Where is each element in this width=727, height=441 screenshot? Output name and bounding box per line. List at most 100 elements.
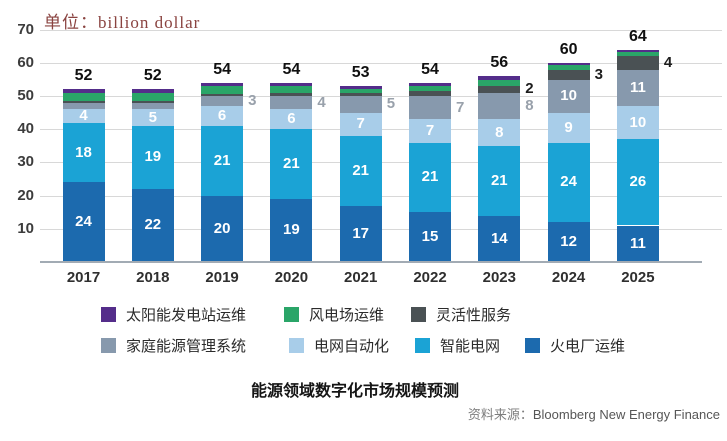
segment-solar-plant-om-2023 — [478, 76, 521, 80]
segment-wind-farm-om-2020 — [270, 86, 313, 93]
bar-total-label: 54 — [213, 60, 231, 78]
segment-flexibility-services-2025 — [616, 56, 659, 70]
segment-home-energy-management-2021 — [339, 96, 382, 113]
segment-flexibility-services-2018 — [131, 101, 174, 103]
segment-home-energy-management-2024: 10 — [547, 79, 590, 113]
bar-total-label: 56 — [490, 54, 509, 72]
segment-value-label: 10 — [629, 113, 647, 131]
legend-label-thermal-plant-om: 火电厂运维 — [550, 337, 626, 355]
segment-grid-automation-2024: 9 — [547, 112, 590, 143]
segment-smart-grid-2018: 19 — [131, 125, 174, 189]
segment-wind-farm-om-2022 — [409, 86, 451, 92]
segment-thermal-plant-om-2022: 15 — [409, 212, 451, 262]
legend-row-2: 家庭能源管理系统 电网自动化 智能电网 火电厂运维 — [0, 334, 727, 356]
legend-swatch-solar-plant-om — [101, 306, 116, 322]
segment-grid-automation-2017: 4 — [62, 107, 105, 124]
legend-item-smart-grid: 智能电网 — [415, 335, 525, 356]
legend-item-solar-plant-om: 太阳能发电站运维 — [101, 304, 284, 325]
segment-thermal-plant-om-2021: 17 — [339, 205, 382, 262]
segment-value-label: 20 — [213, 219, 231, 237]
segment-thermal-plant-om-2018: 22 — [131, 189, 174, 262]
segment-value-label: 19 — [283, 221, 300, 239]
segment-solar-plant-om-2020 — [270, 82, 313, 87]
segment-wind-farm-om-2021 — [339, 88, 382, 93]
bar-total-label: 52 — [74, 67, 93, 85]
segment-value-label: 24 — [75, 213, 92, 231]
x-axis-tick-label: 2024 — [551, 269, 586, 286]
segment-flexibility-services-2017 — [62, 101, 105, 103]
segment-home-energy-management-2022 — [409, 96, 451, 120]
legend-label-flexibility-services: 灵活性服务 — [436, 306, 512, 324]
segment-thermal-plant-om-2017: 24 — [62, 182, 105, 262]
segment-solar-plant-om-2018 — [131, 89, 174, 93]
segment-value-label: 10 — [560, 87, 577, 105]
bar-total-label: 60 — [559, 40, 578, 58]
segment-value-label: 4 — [79, 107, 88, 124]
legend-swatch-flexibility-services — [411, 306, 426, 322]
segment-wind-farm-om-2025 — [616, 51, 659, 57]
y-axis-tick-label: 60 — [17, 53, 34, 71]
segment-value-label: 11 — [629, 78, 646, 96]
x-axis-tick-label: 2021 — [344, 269, 378, 286]
segment-value-label-outside: 8 — [525, 97, 534, 115]
segment-smart-grid-2022: 21 — [409, 142, 451, 213]
segment-home-energy-management-2018 — [131, 102, 174, 110]
segment-value-label: 7 — [356, 115, 365, 133]
segment-wind-farm-om-2017 — [62, 92, 105, 102]
segment-thermal-plant-om-2020: 19 — [270, 198, 313, 262]
bar-total-label: 53 — [351, 64, 370, 82]
segment-grid-automation-2018: 5 — [131, 109, 174, 126]
bar-total-label: 52 — [143, 67, 162, 85]
segment-value-label-outside: 3 — [594, 65, 603, 83]
segment-value-label-outside: 4 — [317, 93, 326, 111]
legend-label-wind-farm-om: 风电场运维 — [309, 306, 385, 324]
segment-solar-plant-om-2025 — [616, 49, 659, 52]
segment-wind-farm-om-2019 — [201, 86, 244, 95]
segment-smart-grid-2017: 18 — [62, 122, 105, 183]
segment-smart-grid-2024: 24 — [547, 142, 590, 223]
segment-value-label: 12 — [560, 233, 577, 251]
legend-swatch-smart-grid — [415, 337, 430, 353]
y-axis-tick-label: 20 — [17, 186, 34, 204]
segment-value-label: 24 — [560, 173, 577, 191]
segment-value-label: 6 — [287, 110, 296, 128]
y-axis-tick-label: 70 — [17, 20, 34, 38]
segment-value-label: 21 — [213, 151, 231, 169]
segment-grid-automation-2025: 10 — [616, 106, 659, 140]
source-value: Bloomberg New Energy Finance — [532, 407, 720, 422]
source-line: 资料来源：Bloomberg New Energy Finance — [468, 404, 720, 423]
segment-thermal-plant-om-2025: 11 — [616, 225, 659, 262]
segment-thermal-plant-om-2019: 20 — [201, 195, 244, 262]
legend: 太阳能发电站运维 风电场运维 灵活性服务 家庭能源管理系统 电网自动化 智能电网 火电厂运维 — [0, 303, 727, 365]
segment-thermal-plant-om-2023: 14 — [478, 215, 521, 262]
segment-flexibility-services-2019 — [201, 94, 244, 97]
segment-value-label-outside: 7 — [456, 98, 465, 116]
legend-label-smart-grid: 智能电网 — [440, 337, 501, 355]
segment-value-label: 26 — [629, 173, 647, 191]
segment-solar-plant-om-2021 — [339, 86, 382, 89]
segment-flexibility-services-2024 — [547, 69, 590, 80]
segment-smart-grid-2023: 21 — [478, 145, 521, 216]
x-axis-tick-label: 2020 — [274, 269, 309, 286]
segment-grid-automation-2019: 6 — [201, 106, 244, 126]
x-axis-tick-label: 2025 — [621, 269, 655, 286]
gridline-60 — [40, 62, 722, 64]
legend-swatch-wind-farm-om — [284, 306, 299, 322]
legend-label-solar-plant-om: 太阳能发电站运维 — [126, 306, 247, 324]
legend-item-wind-farm-om: 风电场运维 — [284, 304, 411, 325]
legend-item-home-energy-management: 家庭能源管理系统 — [101, 335, 289, 356]
segment-value-label: 6 — [217, 107, 227, 124]
x-axis-tick-label: 2018 — [136, 269, 170, 286]
segment-flexibility-services-2023 — [478, 86, 521, 93]
segment-flexibility-services-2022 — [409, 91, 451, 97]
segment-grid-automation-2022: 7 — [409, 119, 451, 143]
legend-item-thermal-plant-om: 火电厂运维 — [525, 335, 625, 356]
segment-home-energy-management-2017 — [62, 102, 105, 110]
segment-value-label: 19 — [144, 148, 162, 166]
segment-value-label: 14 — [490, 229, 508, 247]
segment-grid-automation-2020: 6 — [270, 109, 313, 130]
segment-value-label: 9 — [564, 118, 573, 136]
segment-value-label: 15 — [421, 228, 439, 246]
x-axis-tick-label: 2023 — [482, 269, 516, 286]
segment-solar-plant-om-2017 — [62, 89, 105, 93]
